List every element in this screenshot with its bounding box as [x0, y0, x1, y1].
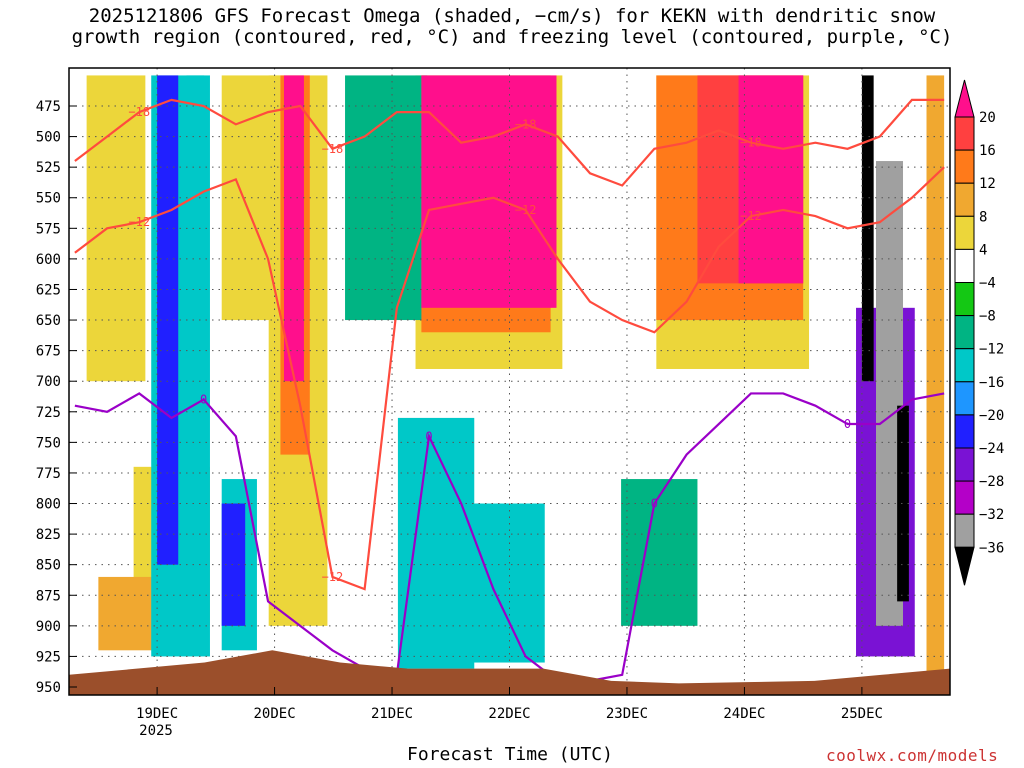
omega-region-9 [926, 75, 945, 688]
x-tick-label-3: 22DEC [488, 706, 530, 722]
colorbar-bin-0 [954, 79, 975, 118]
y-axis: 475 500 525 550 575 600 625 650 675 700 725 750 775 8… [36, 99, 77, 696]
colorbar-label-10: −24 [979, 441, 1004, 457]
terrain-area [69, 650, 950, 695]
year-label: 2025 [139, 723, 173, 739]
colorbar-label-0: 20 [979, 110, 996, 126]
x-axis-label: Forecast Time (UTC) [407, 744, 613, 765]
y-tick-label-850: 850 [36, 558, 61, 574]
freezing-contour [74, 392, 945, 682]
y-tick-label-550: 550 [36, 191, 61, 207]
dgz-contour-1-label-1: −12 [322, 570, 344, 584]
plot-frame [68, 67, 951, 696]
colorbar-bin-13 [954, 513, 975, 548]
omega-region-27 [897, 405, 909, 602]
colorbar-bin-4 [954, 215, 975, 250]
colorbar-bin-14 [954, 546, 975, 586]
colorbar-label-1: 16 [979, 143, 996, 159]
y-tick-label-925: 925 [36, 649, 61, 665]
colorbar-bin-3 [954, 182, 975, 217]
y-tick-label-475: 475 [36, 99, 61, 115]
dgz-contour-1 [74, 166, 945, 591]
colorbar-label-4: 4 [979, 242, 987, 258]
y-tick-label-750: 750 [36, 435, 61, 451]
freezing-contour-label-2: 0 [651, 497, 658, 511]
y-tick-label-800: 800 [36, 497, 61, 513]
dgz-contour-0-label-1: −18 [322, 142, 344, 156]
x-tick-label-1: 20DEC [253, 706, 295, 722]
colorbar-bin-1 [954, 116, 975, 151]
x-axis: 19DEC 20DEC 21DEC 22DEC 23DEC 24DEC 25DEC [136, 687, 883, 722]
y-tick-label-825: 825 [36, 527, 61, 543]
omega-region-22 [738, 75, 804, 284]
x-tick-label-2: 21DEC [371, 706, 413, 722]
y-tick-label-875: 875 [36, 588, 61, 604]
colorbar: 20 16 12 8 4 −4 −8 −12 −16 −20 −24 −28 −32 −36 [954, 79, 1004, 586]
colorbar-bin-10 [954, 414, 975, 449]
colorbar-bin-5 [954, 248, 975, 283]
colorbar-label-7: −12 [979, 342, 1004, 358]
freezing-contour-label-3: 0 [844, 417, 851, 431]
freezing-contour-label-0: 0 [200, 393, 207, 407]
colorbar-label-5: −4 [979, 276, 996, 292]
colorbar-label-8: −16 [979, 375, 1004, 391]
colorbar-label-12: −32 [979, 507, 1004, 523]
colorbar-label-2: 12 [979, 176, 996, 192]
dgz-contour-0 [74, 98, 945, 187]
x-tick-label-4: 23DEC [606, 706, 648, 722]
y-tick-label-500: 500 [36, 130, 61, 146]
title-line-2: growth region (contoured, red, °C) and f… [71, 26, 953, 48]
dgz-contour-1-label-2: −12 [515, 203, 537, 217]
colorbar-bin-7 [954, 315, 975, 350]
omega-region-6 [621, 479, 698, 626]
grid-lines [69, 68, 950, 695]
dgz-contour-0-label-0: −18 [128, 105, 150, 119]
colorbar-bin-6 [954, 282, 975, 317]
y-tick-label-900: 900 [36, 619, 61, 635]
title-line-1: 2025121806 GFS Forecast Omega (shaded, −… [88, 5, 936, 27]
freezing-contour-label-1: 0 [425, 429, 432, 443]
omega-shading [86, 75, 945, 688]
y-tick-label-625: 625 [36, 282, 61, 298]
y-tick-label-575: 575 [36, 221, 61, 237]
y-tick-label-950: 950 [36, 680, 61, 696]
y-tick-label-600: 600 [36, 252, 61, 268]
colorbar-bin-9 [954, 381, 975, 416]
colorbar-label-3: 8 [979, 209, 987, 225]
y-tick-label-700: 700 [36, 374, 61, 390]
omega-region-26 [861, 75, 874, 382]
omega-region-17 [462, 503, 545, 663]
omega-region-12 [397, 417, 475, 669]
dgz-contour-1-label-3: −12 [740, 209, 762, 223]
colorbar-bin-11 [954, 447, 975, 482]
colorbar-label-13: −36 [979, 540, 1004, 556]
y-tick-label-725: 725 [36, 405, 61, 421]
x-tick-label-6: 25DEC [841, 706, 883, 722]
colorbar-label-6: −8 [979, 309, 996, 325]
terrain-fill [69, 650, 950, 695]
colorbar-bin-2 [954, 149, 975, 184]
colorbar-bin-12 [954, 480, 975, 515]
x-tick-label-5: 24DEC [723, 706, 765, 722]
credit-link[interactable]: coolwx.com/models [826, 746, 999, 765]
x-tick-label-0: 19DEC [136, 706, 178, 722]
y-tick-label-525: 525 [36, 160, 61, 176]
colorbar-label-11: −28 [979, 474, 1004, 490]
omega-region-21 [421, 75, 557, 308]
y-tick-label-775: 775 [36, 466, 61, 482]
y-tick-label-675: 675 [36, 344, 61, 360]
chart-title: 2025121806 GFS Forecast Omega (shaded, −… [0, 6, 1024, 48]
colorbar-bin-8 [954, 348, 975, 383]
y-tick-label-650: 650 [36, 313, 61, 329]
dgz-contour-0-label-3: −18 [740, 136, 762, 150]
omega-region-20 [283, 75, 304, 382]
dgz-contour-1-label-0: −12 [128, 215, 150, 229]
contours: −18 −18 −18 −18 −12 −12 −12 −12 0 0 0 0 [74, 98, 945, 682]
colorbar-label-9: −20 [979, 408, 1004, 424]
dgz-contour-0-label-2: −18 [515, 117, 537, 131]
